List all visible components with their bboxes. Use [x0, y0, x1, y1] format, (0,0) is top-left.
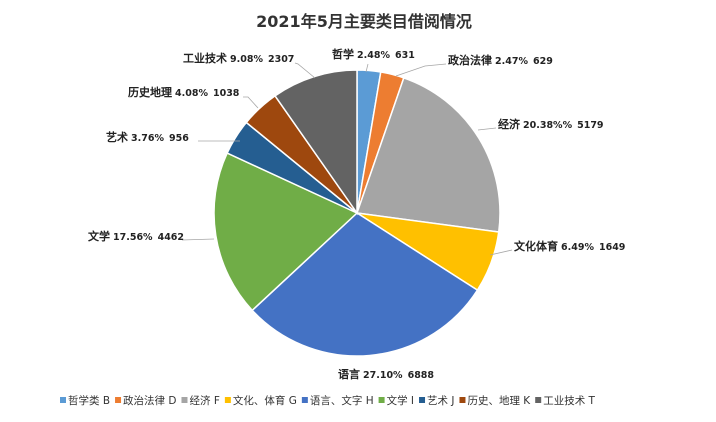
data-label-percent: 9.08%	[230, 54, 263, 65]
leader-line-2	[395, 63, 447, 77]
data-label-value: 631	[395, 50, 415, 61]
legend-item-9: 工业技术 T	[535, 394, 596, 407]
legend-swatch	[301, 397, 308, 403]
data-label-name: 工业技术	[183, 51, 227, 65]
legend-swatch	[224, 397, 231, 403]
pie-slices	[213, 69, 501, 357]
data-label-name: 经济	[498, 117, 521, 131]
legend-swatch	[459, 397, 466, 403]
legend-label: 文学 I	[387, 394, 414, 407]
legend-item-4: 文化、体育 G	[224, 394, 297, 407]
data-label-name: 哲学	[332, 47, 354, 61]
legend-label: 历史、地理 K	[467, 394, 531, 407]
data-label-name: 语言	[338, 367, 360, 381]
leader-lines	[181, 62, 513, 256]
legend-item-1: 哲学类 B	[60, 394, 110, 407]
leader-line-4	[489, 249, 513, 256]
legend-item-2: 政治法律 D	[115, 394, 176, 407]
data-label-percent: 17.56%	[113, 232, 153, 243]
legend-label: 经济 F	[189, 394, 219, 407]
data-label-percent: 4.08%	[175, 88, 208, 99]
data-label-5: 语言 27.10% 6888	[338, 367, 434, 381]
leader-line-8	[243, 96, 259, 109]
legend: 哲学类 B 政治法律 D 经济 F 文化、体育 G 语言、文字 H 文学 I 艺术 J 历史、…	[60, 394, 596, 407]
pie-slice-6	[213, 152, 359, 312]
pie-slice-5	[251, 212, 479, 357]
legend-swatch	[60, 397, 66, 403]
data-label-percent: 20.38%%	[523, 120, 573, 131]
data-label-percent: 6.49%	[561, 242, 594, 253]
legend-swatch	[378, 397, 385, 403]
legend-item-8: 历史、地理 K	[459, 394, 531, 407]
legend-item-6: 文学 I	[378, 394, 414, 407]
data-label-value: 5179	[577, 120, 603, 131]
pie-slice-9	[273, 69, 358, 216]
data-label-value: 956	[169, 133, 189, 144]
legend-label: 文化、体育 G	[233, 394, 297, 407]
chart-title: 2021年5月主要类目借阅情况	[256, 12, 472, 31]
leader-line-1	[365, 63, 369, 73]
data-label-name: 艺术	[106, 130, 128, 144]
data-label-value: 6888	[408, 370, 435, 381]
data-label-value: 4462	[158, 232, 184, 243]
legend-swatch	[181, 397, 188, 403]
data-label-name: 文化体育	[514, 239, 558, 253]
data-label-value: 2307	[268, 54, 294, 65]
data-label-6: 文学 17.56% 4462	[88, 229, 184, 243]
data-label-percent: 27.10%	[363, 370, 403, 381]
legend-label: 艺术 J	[427, 395, 454, 407]
legend-label: 政治法律 D	[123, 394, 176, 407]
data-label-8: 历史地理 4.08% 1038	[128, 85, 240, 99]
data-label-value: 1038	[213, 88, 240, 99]
leader-line-3	[477, 127, 497, 131]
legend-item-7: 艺术 J	[419, 395, 454, 407]
leader-line-9	[294, 62, 316, 79]
data-label-9: 工业技术 9.08% 2307	[183, 51, 294, 65]
data-label-name: 历史地理	[128, 85, 172, 99]
data-label-1: 哲学 2.48% 631	[332, 47, 415, 61]
data-label-3: 经济 20.38%% 5179	[498, 117, 604, 131]
data-label-value: 629	[533, 56, 553, 67]
legend-label: 哲学类 B	[68, 394, 110, 407]
pie-slice-3	[355, 76, 501, 233]
data-label-value: 1649	[599, 242, 625, 253]
legend-swatch	[115, 397, 122, 403]
leader-line-6	[181, 238, 215, 241]
data-label-name: 政治法律	[448, 53, 492, 67]
legend-swatch	[535, 397, 542, 403]
legend-label: 语言、文字 H	[310, 394, 374, 407]
legend-label: 工业技术 T	[543, 394, 595, 407]
legend-swatch	[419, 397, 426, 403]
legend-item-3: 经济 F	[181, 394, 220, 407]
data-label-2: 政治法律 2.47% 629	[448, 53, 553, 67]
data-label-percent: 3.76%	[131, 133, 164, 144]
legend-item-5: 语言、文字 H	[301, 394, 374, 407]
data-label-percent: 2.47%	[495, 56, 528, 67]
data-label-4: 文化体育 6.49% 1649	[514, 239, 625, 253]
data-label-7: 艺术 3.76% 956	[106, 130, 189, 144]
data-label-name: 文学	[88, 229, 110, 243]
data-label-percent: 2.48%	[357, 50, 390, 61]
